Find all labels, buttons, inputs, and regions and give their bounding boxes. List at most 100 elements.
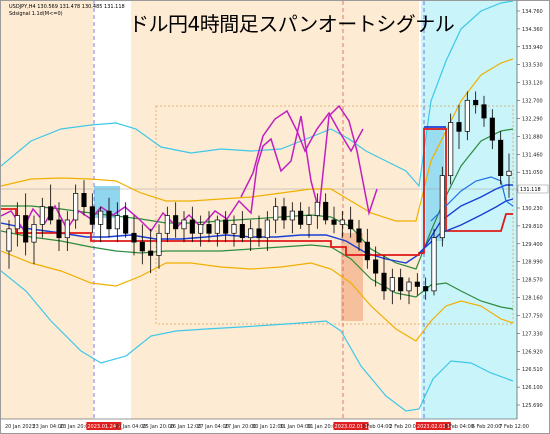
candle[interactable]: [498, 131, 504, 185]
candle[interactable]: [231, 215, 237, 247]
candle[interactable]: [198, 215, 204, 247]
candle[interactable]: [164, 206, 170, 243]
candlesticks[interactable]: [6, 91, 512, 305]
candle[interactable]: [131, 215, 137, 256]
candle[interactable]: [256, 215, 262, 247]
candle[interactable]: [23, 193, 29, 256]
candle[interactable]: [348, 206, 354, 238]
candle[interactable]: [314, 193, 320, 229]
time-label: 2023.02.01 16:00: [335, 424, 380, 430]
candle-body-down: [139, 241, 145, 252]
candle[interactable]: [156, 224, 162, 269]
candle[interactable]: [114, 202, 120, 243]
candle-body-down: [23, 215, 29, 243]
candle[interactable]: [123, 202, 129, 238]
candle-body-up: [439, 175, 445, 239]
candle[interactable]: [331, 206, 337, 234]
candle[interactable]: [139, 224, 145, 265]
candle[interactable]: [456, 104, 462, 150]
lower-band-orange: [1, 250, 514, 342]
candle[interactable]: [273, 197, 279, 234]
candle[interactable]: [223, 211, 229, 243]
candle-body-down: [373, 259, 379, 274]
candle[interactable]: [356, 219, 362, 251]
candle-body-down: [489, 117, 495, 141]
candle[interactable]: [239, 211, 245, 243]
time-label: 25 Jan 04:00: [115, 424, 147, 430]
candle[interactable]: [323, 193, 329, 225]
candle[interactable]: [398, 268, 404, 300]
candle[interactable]: [56, 202, 62, 251]
candle[interactable]: [14, 202, 20, 247]
price-label: 130.230: [522, 206, 543, 212]
price-axis: 134.760 134.360 133.940 133.530 133.120 132.7…: [517, 9, 543, 409]
candle[interactable]: [506, 153, 512, 198]
candle[interactable]: [206, 211, 212, 243]
candle-body-down: [356, 228, 362, 243]
candle-body-down: [206, 224, 212, 234]
candle[interactable]: [306, 206, 312, 238]
candle[interactable]: [248, 219, 254, 251]
candle[interactable]: [381, 255, 387, 300]
candle[interactable]: [406, 277, 412, 305]
time-label: 31 Jan 20:00: [307, 424, 339, 430]
candle[interactable]: [423, 277, 429, 300]
candle[interactable]: [298, 202, 304, 229]
candle-body-down: [456, 122, 462, 132]
candle[interactable]: [448, 113, 454, 185]
mid-band-green-lower: [1, 230, 514, 310]
candle[interactable]: [89, 193, 95, 234]
candle[interactable]: [189, 206, 195, 243]
candle[interactable]: [98, 206, 104, 243]
time-axis-panel: [1, 419, 549, 433]
candle[interactable]: [473, 91, 479, 114]
price-label: 132.700: [522, 99, 543, 105]
candle[interactable]: [173, 202, 179, 238]
cyan-trend: [430, 176, 514, 222]
candle-body-up: [406, 281, 412, 292]
candle-body-up: [306, 215, 312, 225]
candle[interactable]: [281, 197, 287, 229]
candle-body-down: [364, 241, 370, 261]
candle-body-up: [181, 219, 187, 230]
candle[interactable]: [373, 246, 379, 287]
indicator-info: Sdsignal 1.1d(M<=0): [9, 11, 63, 17]
candle[interactable]: [431, 228, 437, 296]
candle[interactable]: [48, 184, 54, 225]
candle-body-up: [448, 122, 454, 177]
candle[interactable]: [148, 228, 154, 274]
candle[interactable]: [81, 180, 87, 216]
candle[interactable]: [181, 211, 187, 243]
candle[interactable]: [364, 228, 370, 269]
candle[interactable]: [64, 211, 70, 251]
time-badge-bg: [415, 422, 451, 430]
candle-body-down: [56, 219, 62, 239]
price-label: 129.400: [522, 242, 543, 248]
candle[interactable]: [214, 215, 220, 247]
candle[interactable]: [289, 202, 295, 234]
candle-body-up: [14, 215, 20, 230]
candle[interactable]: [489, 109, 495, 150]
time-label: 2023.02.03 16:00: [417, 424, 462, 430]
candle[interactable]: [6, 219, 12, 269]
candle-body-down: [281, 206, 287, 221]
candle[interactable]: [339, 211, 345, 238]
current-price-value: 131.118: [520, 187, 541, 193]
candle[interactable]: [31, 215, 37, 265]
candle[interactable]: [439, 166, 445, 247]
time-label: 7 Feb 12:00: [499, 424, 529, 430]
candle[interactable]: [39, 197, 45, 238]
candle[interactable]: [389, 268, 395, 305]
candle-body-up: [339, 219, 345, 225]
candle-body-down: [223, 219, 229, 234]
candle[interactable]: [73, 184, 79, 229]
price-label: 126.510: [522, 367, 543, 373]
candle[interactable]: [414, 273, 420, 296]
candle[interactable]: [106, 197, 112, 238]
candle[interactable]: [264, 211, 270, 251]
candle-body-up: [31, 224, 37, 243]
candle[interactable]: [481, 95, 487, 127]
candle[interactable]: [464, 91, 470, 141]
